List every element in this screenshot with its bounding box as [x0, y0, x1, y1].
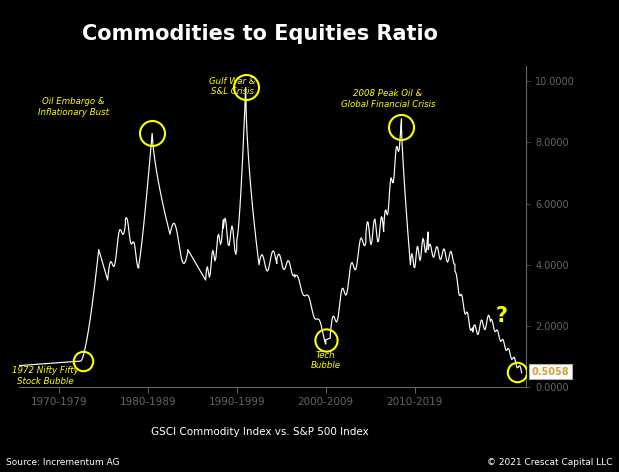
Text: Tech
Bubble: Tech Bubble [311, 351, 341, 370]
Text: Oil Embargo &
Inflationary Bust: Oil Embargo & Inflationary Bust [38, 97, 110, 117]
Text: Commodities to Equities Ratio: Commodities to Equities Ratio [82, 24, 438, 43]
Text: ?: ? [496, 306, 508, 326]
Text: © 2021 Crescat Capital LLC: © 2021 Crescat Capital LLC [487, 458, 613, 467]
Text: 1972 Nifty Fifty
Stock Bubble: 1972 Nifty Fifty Stock Bubble [12, 366, 79, 386]
Text: Gulf War &
S&L Crisis: Gulf War & S&L Crisis [209, 77, 256, 96]
Text: GSCI Commodity Index vs. S&P 500 Index: GSCI Commodity Index vs. S&P 500 Index [151, 427, 369, 437]
Text: 2008 Peak Oil &
Global Financial Crisis: 2008 Peak Oil & Global Financial Crisis [341, 90, 435, 109]
Text: Source: Incrementum AG: Source: Incrementum AG [6, 458, 119, 467]
Text: 0.5058: 0.5058 [532, 367, 569, 377]
